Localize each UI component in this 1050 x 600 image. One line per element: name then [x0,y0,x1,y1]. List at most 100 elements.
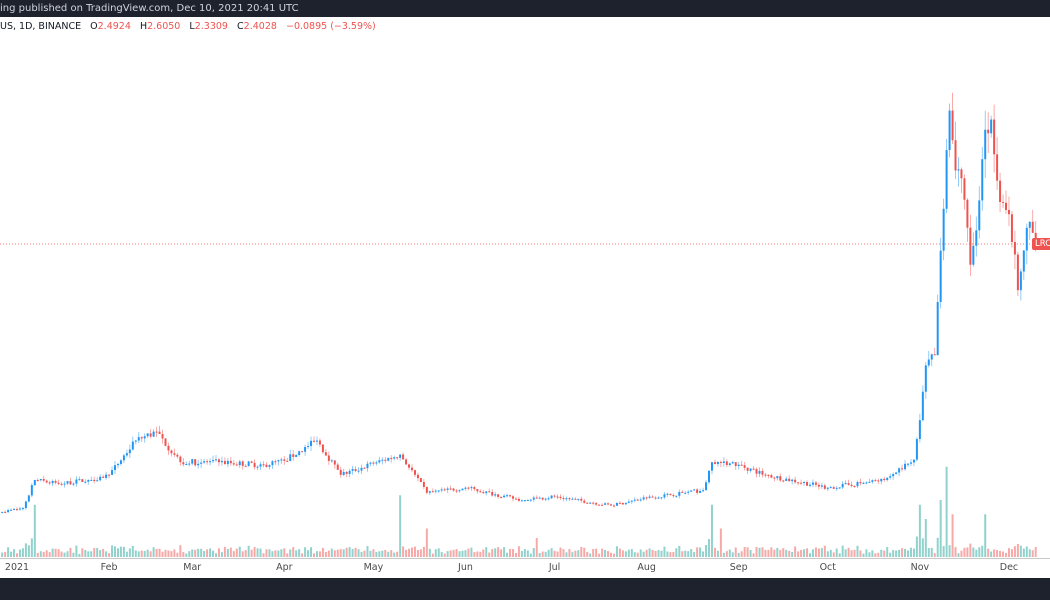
volume-bar [232,551,235,557]
candle-body [295,455,298,457]
candle-body [761,470,764,475]
candle-body [648,496,651,498]
candle-body [538,497,541,499]
volume-bar [66,551,69,557]
candle-body [470,487,473,489]
candle-body [122,455,125,461]
candle-body [277,460,280,462]
candle-body [693,489,696,491]
candle-body [313,440,315,442]
candle-body [292,454,295,457]
volume-bar [987,548,990,557]
volume-bar [684,550,687,557]
volume-bar [48,552,51,557]
candle-body [1022,250,1025,272]
candle-body [482,492,485,494]
candle-body [1002,202,1005,204]
volume-bar [428,548,431,557]
volume-bar [152,547,155,557]
candle-body [797,482,800,484]
volume-bar [583,547,586,557]
candle-body [283,459,286,461]
candle-body [681,491,684,493]
time-axis[interactable]: 2021 Feb Mar Apr May Jun Jul Aug Sep Oct Nov Dec [0,558,1050,579]
volume-bar [883,550,886,557]
candle-body [54,480,57,483]
candle-body [229,460,232,464]
candle-body [491,491,494,496]
volume-bar [229,547,232,557]
volume-bar [514,552,517,557]
candle-body [411,467,414,471]
volume-bar [203,550,206,557]
candle-body [746,467,749,471]
volume-bar [366,546,369,557]
volume-bar [114,546,117,557]
candle-body [161,433,164,439]
candle-body [360,467,363,471]
candle-body [318,440,321,445]
volume-bar [924,519,927,557]
volume-bar [687,551,690,557]
candle-body [479,491,482,493]
volume-bar [24,543,27,557]
volume-bar [933,553,936,557]
candle-body [779,476,782,481]
volume-bar [446,551,449,557]
volume-bar [149,551,152,557]
volume-bar [844,549,847,557]
x-tick-label: Oct [819,562,837,573]
price-chart[interactable] [0,0,1050,558]
volume-bar [939,500,942,557]
candle-body [933,354,936,356]
volume-bar [660,550,663,557]
candle-body [996,154,999,181]
volume-bar [728,549,731,557]
candle-body [999,180,1002,203]
candle-body [330,460,333,462]
candle-body [72,483,75,485]
volume-bar [639,549,642,557]
candle-body [559,496,562,499]
candle-body [467,487,470,489]
volume-bar [75,545,78,557]
volume-bar [574,550,577,557]
volume-bar [604,549,607,557]
volume-bar [1031,550,1034,557]
volume-bar [904,548,907,557]
volume-bar [402,546,405,557]
volume-bar [27,545,30,557]
volume-bar [1,552,4,557]
volume-bar [705,544,708,557]
volume-bar [627,549,630,557]
volume-bar [624,551,627,557]
candle-body [84,481,87,483]
volume-bar [244,550,247,557]
candle-body [455,490,458,492]
candle-body [633,499,636,501]
volume-bar [369,550,372,557]
volume-bar [458,551,461,557]
volume-bar [39,551,42,557]
candle-body [785,478,788,481]
candle-body [36,480,39,482]
candle-body [24,501,27,509]
volume-bar [134,550,137,557]
candle-body [607,503,610,505]
volume-bar [214,553,217,557]
volume-bar [526,550,529,557]
volume-bar [494,548,497,557]
ohlc-legend: US, 1D, BINANCE O2.4924 H2.6050 L2.3309 … [0,20,376,34]
volume-bar [262,553,265,557]
volume-bar [978,547,981,557]
volume-bar [241,551,244,557]
candle-body [921,391,924,421]
volume-bar [33,504,36,557]
open-value: 2.4924 [97,21,131,32]
candle-body [791,479,794,482]
volume-bar [559,547,562,557]
volume-bar [422,546,425,557]
candle-body [517,498,520,501]
volume-bar [116,548,119,557]
candle-body [226,460,229,465]
